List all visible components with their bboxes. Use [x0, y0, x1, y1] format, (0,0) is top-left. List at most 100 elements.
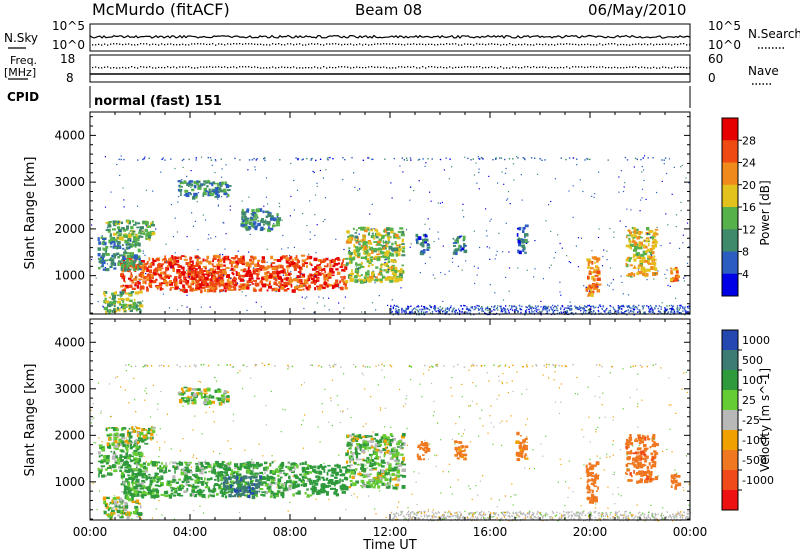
echo-cell: [202, 191, 207, 196]
echo-cell: [595, 258, 598, 261]
band-dot: [481, 309, 483, 311]
nsearch-dot: [380, 43, 382, 45]
echo-cell: [372, 248, 377, 251]
scatter-dot: [215, 160, 217, 162]
echo-cell: [242, 225, 247, 228]
scatter-dot: [270, 262, 272, 264]
echo-cell: [312, 268, 317, 271]
echo-cell: [296, 280, 301, 283]
echo-cell: [239, 463, 242, 467]
scatter-dot: [221, 168, 223, 170]
echo-cell: [156, 481, 159, 484]
band-dot: [632, 307, 634, 310]
echo-cell: [124, 267, 127, 272]
echo-cell: [200, 461, 203, 465]
scatter-dot: [301, 273, 303, 275]
nave-dot: [200, 66, 202, 68]
echo-cell: [241, 485, 246, 489]
row-dot: [409, 157, 412, 159]
nave-dot: [251, 66, 253, 69]
row-dot: [539, 157, 541, 160]
echo-cell: [246, 286, 250, 290]
echo-cell: [234, 471, 237, 474]
echo-cell: [118, 256, 121, 259]
echo-cell: [237, 272, 240, 276]
nsearch-dot: [491, 43, 493, 45]
nsearch-dot: [323, 44, 325, 46]
echo-cell: [240, 487, 243, 491]
row-dot: [427, 158, 429, 160]
band-dot: [427, 308, 429, 310]
nsearch-dot: [272, 43, 274, 45]
band-dot: [545, 306, 547, 309]
echo-cell: [366, 259, 370, 263]
echo-cell: [196, 478, 201, 482]
echo-cell: [267, 228, 271, 233]
echo-cell: [308, 479, 313, 484]
echo-cell: [355, 249, 359, 253]
echo-cell: [148, 489, 153, 493]
echo-cell: [239, 483, 243, 485]
echo-cell: [358, 227, 362, 229]
echo-cell: [265, 222, 269, 225]
scatter-dot: [505, 222, 507, 224]
scatter-dot: [405, 229, 408, 231]
echo-cell: [164, 274, 169, 278]
band-dot: [622, 312, 624, 314]
band-dot: [409, 312, 411, 314]
echo-cell: [279, 486, 283, 489]
echo-cell: [111, 309, 116, 312]
echo-cell: [117, 226, 121, 229]
echo-cell: [254, 271, 256, 274]
echo-cell: [231, 281, 235, 285]
echo-cell: [262, 481, 267, 484]
echo-cell: [102, 241, 107, 246]
echo-cell: [178, 494, 184, 497]
scatter-dot: [676, 214, 678, 216]
echo-cell: [136, 222, 141, 225]
echo-cell: [238, 288, 241, 291]
scatter-dot: [375, 309, 377, 311]
echo-cell: [384, 277, 389, 281]
scatter-dot: [102, 305, 104, 307]
echo-cell: [257, 259, 261, 262]
nsky-tick-top: 10^5: [52, 19, 85, 33]
echo-cell: [157, 479, 160, 482]
echo-cell: [175, 259, 180, 263]
band-dot: [397, 306, 400, 309]
echo-cell: [235, 270, 238, 273]
echo-cell: [137, 481, 140, 485]
echo-cell: [187, 183, 190, 187]
echo-cell: [300, 484, 303, 487]
echo-cell: [344, 287, 348, 290]
echo-cell: [146, 237, 149, 241]
echo-cell: [233, 475, 237, 478]
echo-cell: [112, 238, 116, 242]
echo-cell: [217, 182, 219, 187]
echo-cell: [192, 493, 195, 496]
band-dot: [553, 309, 556, 312]
echo-cell: [185, 461, 187, 466]
echo-cell: [273, 494, 276, 499]
echo-cell: [111, 298, 115, 300]
nsearch-dot: [656, 43, 658, 45]
echo-cell: [200, 477, 203, 480]
scatter-dot: [186, 236, 188, 238]
echo-cell: [268, 483, 273, 486]
nsearch-dot: [353, 44, 355, 46]
row-dot: [640, 158, 642, 161]
scatter-dot: [221, 176, 223, 178]
echo-cell: [360, 226, 365, 231]
echo-cell: [213, 471, 217, 475]
echo-cell: [216, 194, 220, 198]
echo-cell: [167, 281, 172, 284]
echo-cell: [146, 288, 149, 292]
echo-cell: [197, 477, 201, 480]
echo-cell: [178, 184, 181, 187]
echo-cell: [259, 476, 261, 480]
echo-cell: [197, 461, 203, 466]
band-dot: [463, 312, 465, 314]
band-dot: [679, 312, 682, 314]
scatter-dot: [438, 238, 440, 240]
echo-cell: [279, 471, 282, 475]
